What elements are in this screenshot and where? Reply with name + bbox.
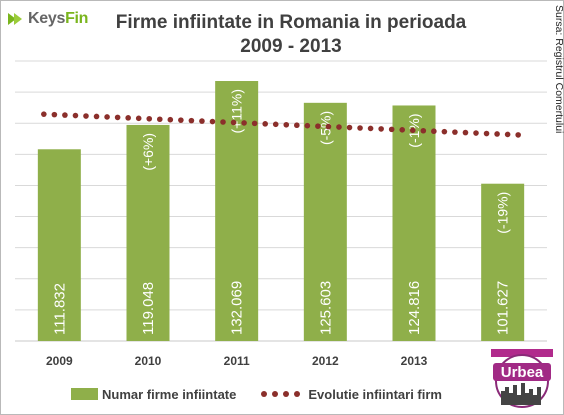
trend-dot bbox=[409, 127, 416, 134]
trend-dot bbox=[72, 112, 79, 119]
chart-plot: 111.832 2009 119.048 (+6%) 2010 132.069 (+11%)… bbox=[15, 60, 547, 368]
trend-dot bbox=[272, 121, 279, 128]
urbea-logo: Urbea bbox=[491, 349, 553, 408]
keysfin-logo-icon bbox=[8, 13, 22, 25]
trend-dot bbox=[515, 132, 521, 138]
bar-change-label: (+11%) bbox=[229, 89, 245, 133]
bar-value-label: 101.627 bbox=[495, 281, 512, 335]
urbea-logo-text: Urbea bbox=[501, 364, 544, 381]
legend-label-trend: Evolutie infiintari firm bbox=[308, 386, 442, 402]
x-tick-label: 2013 bbox=[401, 354, 428, 368]
bar-value-label: 132.069 bbox=[229, 281, 246, 335]
legend-label-bars: Numar firme infiintate bbox=[102, 386, 237, 402]
trend-dot bbox=[41, 111, 47, 117]
trend-dot bbox=[399, 127, 406, 133]
trend-dot bbox=[156, 116, 163, 123]
trend-dot bbox=[241, 120, 247, 126]
bar-change-label: (-5%) bbox=[317, 111, 333, 145]
trend-dot bbox=[473, 130, 479, 136]
trend-dot bbox=[262, 121, 268, 127]
trend-dot bbox=[336, 124, 342, 130]
trend-dot bbox=[357, 125, 363, 131]
chart-legend: Numar firme infiintate Evolutie infiinta… bbox=[71, 383, 442, 405]
keysfin-logo: KeysFin bbox=[7, 9, 88, 29]
trend-dot bbox=[441, 128, 448, 135]
trend-dot bbox=[346, 124, 353, 131]
trend-dot bbox=[146, 115, 153, 122]
keysfin-logo-text: KeysFin bbox=[28, 10, 89, 27]
trend-dot bbox=[83, 113, 89, 119]
trend-dot bbox=[188, 117, 195, 124]
bar-2014 bbox=[481, 183, 525, 341]
trend-dot bbox=[114, 114, 121, 121]
bar-2010 bbox=[126, 124, 170, 342]
trend-dot bbox=[199, 118, 205, 124]
trend-dot bbox=[51, 111, 58, 118]
bar-value-label: 111.832 bbox=[51, 283, 68, 335]
chart-title-line-1: Firme infiintate in Romania in perioada bbox=[115, 12, 467, 33]
trend-dot bbox=[378, 126, 384, 132]
trend-dot bbox=[135, 115, 142, 122]
trend-dot bbox=[325, 123, 332, 130]
trend-dot bbox=[178, 117, 184, 123]
trend-dot bbox=[367, 125, 374, 132]
x-tick-label: 2009 bbox=[46, 354, 73, 368]
trend-dot bbox=[494, 131, 500, 137]
x-tick-label: 2011 bbox=[224, 354, 250, 368]
trend-dot bbox=[315, 123, 321, 129]
trend-dot bbox=[167, 116, 174, 123]
trend-dot bbox=[462, 129, 469, 136]
chart-title: Firme infiintate in Romania in perioada … bbox=[91, 11, 491, 59]
trend-dot bbox=[62, 112, 68, 118]
bar-change-label: (+6%) bbox=[140, 133, 156, 171]
bar-2012 bbox=[303, 102, 347, 342]
trend-dot bbox=[125, 115, 131, 121]
trend-dot bbox=[283, 121, 290, 128]
x-tick-label: 2012 bbox=[312, 354, 339, 368]
x-tick-label: 2010 bbox=[135, 354, 162, 368]
bar-2009 bbox=[37, 149, 81, 341]
trend-dot bbox=[294, 122, 300, 129]
trend-dot bbox=[483, 130, 490, 137]
trend-dot bbox=[220, 119, 226, 125]
trend-dot bbox=[431, 128, 437, 135]
trend-dot bbox=[388, 126, 395, 133]
trend-dot bbox=[504, 131, 511, 138]
bar-value-label: 124.816 bbox=[406, 281, 423, 335]
trend-dot bbox=[209, 118, 216, 125]
trend-dot bbox=[230, 119, 237, 126]
bar-change-label: (-19%) bbox=[495, 192, 511, 234]
trend-dot bbox=[104, 114, 110, 120]
trend-dot bbox=[304, 122, 311, 129]
legend-swatch-bar bbox=[71, 388, 98, 400]
chart-title-line-2: 2009 - 2013 bbox=[240, 36, 342, 57]
trend-dot bbox=[452, 129, 458, 135]
trend-dot bbox=[420, 127, 427, 134]
trend-dot bbox=[251, 120, 258, 127]
bar-value-label: 119.048 bbox=[140, 282, 157, 335]
bar-value-label: 125.603 bbox=[317, 281, 334, 335]
trend-dot bbox=[93, 113, 100, 120]
bar-2013 bbox=[392, 105, 436, 342]
legend-swatch-dots bbox=[261, 391, 301, 397]
